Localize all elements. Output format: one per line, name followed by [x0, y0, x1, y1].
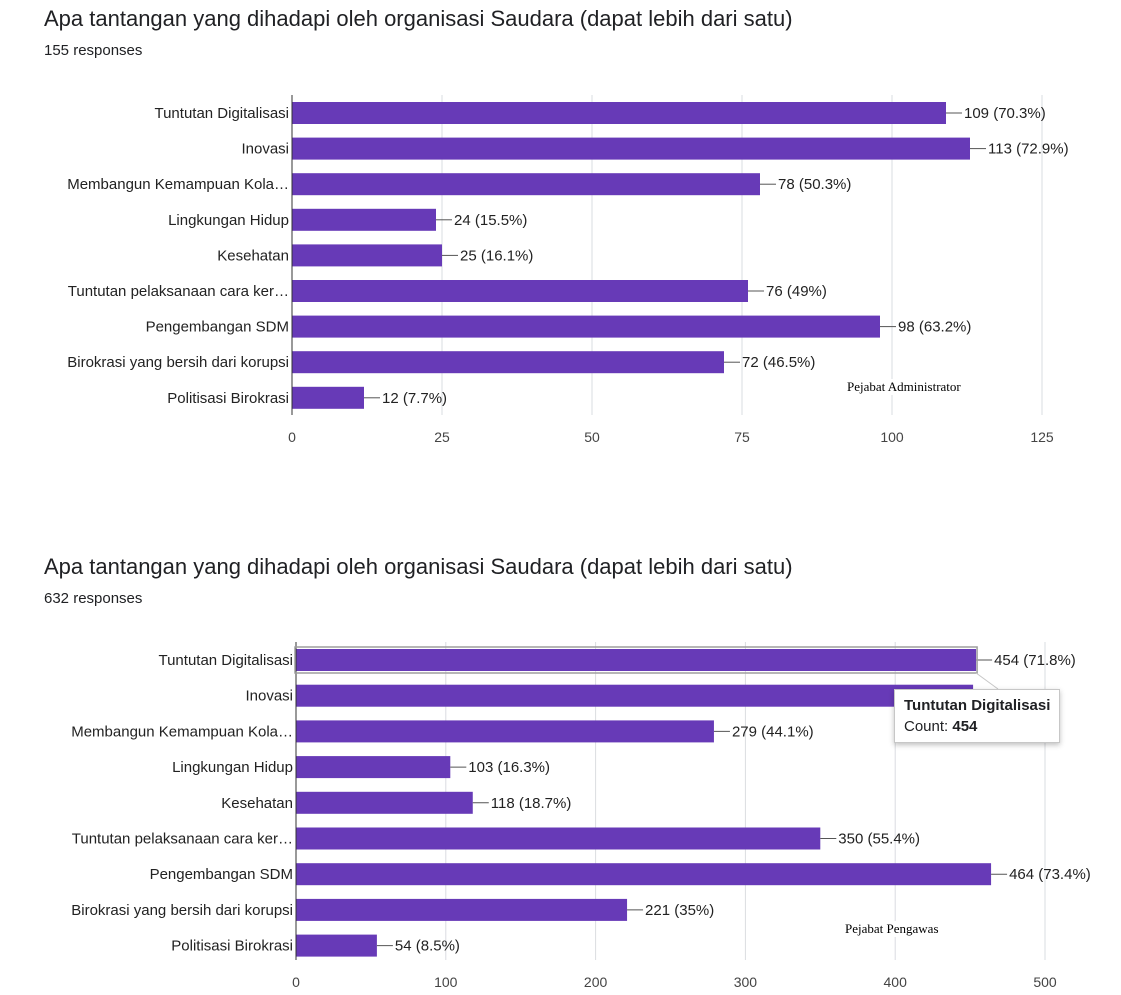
bar [292, 351, 724, 374]
tooltip-pointer [975, 672, 999, 690]
chart-subtitle: 155 responses [44, 42, 143, 59]
chart-annotation: Pejabat Pengawas [843, 921, 941, 937]
data-label: 78 (50.3%) [778, 176, 851, 193]
chart-annotation: Pejabat Administrator [845, 379, 963, 395]
chart-pengawas: Apa tantangan yang dihadapi oleh organis… [0, 548, 1121, 995]
bar [296, 863, 992, 886]
data-label: 72 (46.5%) [742, 354, 815, 371]
bar [296, 684, 974, 707]
bar [292, 173, 760, 196]
bar [292, 315, 880, 338]
x-tick-label: 50 [584, 429, 600, 445]
bar [296, 827, 821, 850]
category-label: Tuntutan pelaksanaan cara ker… [72, 831, 293, 848]
bar [296, 934, 377, 957]
bar [296, 898, 628, 921]
data-label: 76 (49%) [766, 283, 827, 300]
category-label: Pengembangan SDM [150, 866, 293, 883]
data-label: 12 (7.7%) [382, 390, 447, 407]
bar [296, 756, 451, 779]
chart-subtitle: 632 responses [44, 590, 143, 607]
data-label: 118 (18.7%) [491, 795, 572, 812]
category-label: Lingkungan Hidup [172, 759, 293, 776]
x-tick-label: 300 [734, 974, 758, 990]
chart-title: Apa tantangan yang dihadapi oleh organis… [44, 6, 793, 31]
x-tick-label: 0 [292, 974, 300, 990]
category-label: Politisasi Birokrasi [167, 390, 289, 407]
x-tick-label: 0 [288, 429, 296, 445]
data-label: 279 (44.1%) [732, 723, 814, 740]
bar [292, 137, 970, 160]
category-label: Tuntutan pelaksanaan cara ker… [68, 283, 289, 300]
category-label: Kesehatan [217, 247, 289, 264]
bar-tooltip: Tuntutan Digitalisasi Count: 454 [894, 689, 1061, 743]
data-label: 103 (16.3%) [468, 759, 550, 776]
category-label: Inovasi [241, 141, 289, 158]
x-tick-label: 100 [434, 974, 458, 990]
category-label: Tuntutan Digitalisasi [154, 105, 289, 122]
x-tick-label: 25 [434, 429, 450, 445]
bar [292, 386, 364, 409]
data-label: 113 (72.9%) [988, 141, 1069, 158]
x-tick-label: 100 [880, 429, 904, 445]
bar [292, 102, 946, 124]
tooltip-count-label: Count: [904, 718, 949, 735]
bar [292, 280, 748, 302]
bar [296, 649, 977, 671]
data-label: 54 (8.5%) [395, 938, 460, 955]
x-tick-label: 125 [1030, 429, 1054, 445]
x-tick-label: 400 [884, 974, 908, 990]
bar-chart-plot: 0 100 200 300 400 500 Tuntutan Digitalisasi 454… [71, 642, 1091, 990]
bar [296, 720, 714, 743]
category-label: Birokrasi yang bersih dari korupsi [71, 902, 293, 919]
category-label: Membangun Kemampuan Kola… [71, 723, 293, 740]
category-label: Pengembangan SDM [146, 319, 289, 336]
data-label: 454 (71.8%) [994, 652, 1076, 669]
data-label: 464 (73.4%) [1009, 866, 1091, 883]
bar-chart-plot: 0 25 50 75 100 125 Tuntutan Digitalisasi 109 (7… [67, 95, 1069, 445]
bar [296, 791, 473, 814]
category-label: Lingkungan Hidup [168, 212, 289, 229]
chart-title: Apa tantangan yang dihadapi oleh organis… [44, 554, 793, 579]
data-label: 25 (16.1%) [460, 247, 533, 264]
tooltip-title: Tuntutan Digitalisasi [904, 697, 1051, 714]
category-label: Inovasi [245, 688, 293, 705]
category-label: Kesehatan [221, 795, 293, 812]
data-label: 221 (35%) [645, 902, 714, 919]
tooltip-count-value: 454 [952, 718, 978, 735]
data-label: 24 (15.5%) [454, 212, 527, 229]
x-tick-label: 200 [584, 974, 608, 990]
category-label: Birokrasi yang bersih dari korupsi [67, 354, 289, 371]
bar-highlight [294, 646, 978, 674]
x-tick-label: 75 [734, 429, 750, 445]
data-label: 109 (70.3%) [964, 105, 1046, 122]
x-tick-label: 500 [1033, 974, 1057, 990]
category-label: Membangun Kemampuan Kola… [67, 176, 289, 193]
category-label: Politisasi Birokrasi [171, 938, 293, 955]
bar [292, 208, 436, 231]
chart-administrator: Apa tantangan yang dihadapi oleh organis… [0, 0, 1121, 480]
data-label: 350 (55.4%) [838, 831, 920, 848]
bar [292, 244, 442, 267]
data-label: 98 (63.2%) [898, 319, 971, 336]
category-label: Tuntutan Digitalisasi [158, 652, 293, 669]
